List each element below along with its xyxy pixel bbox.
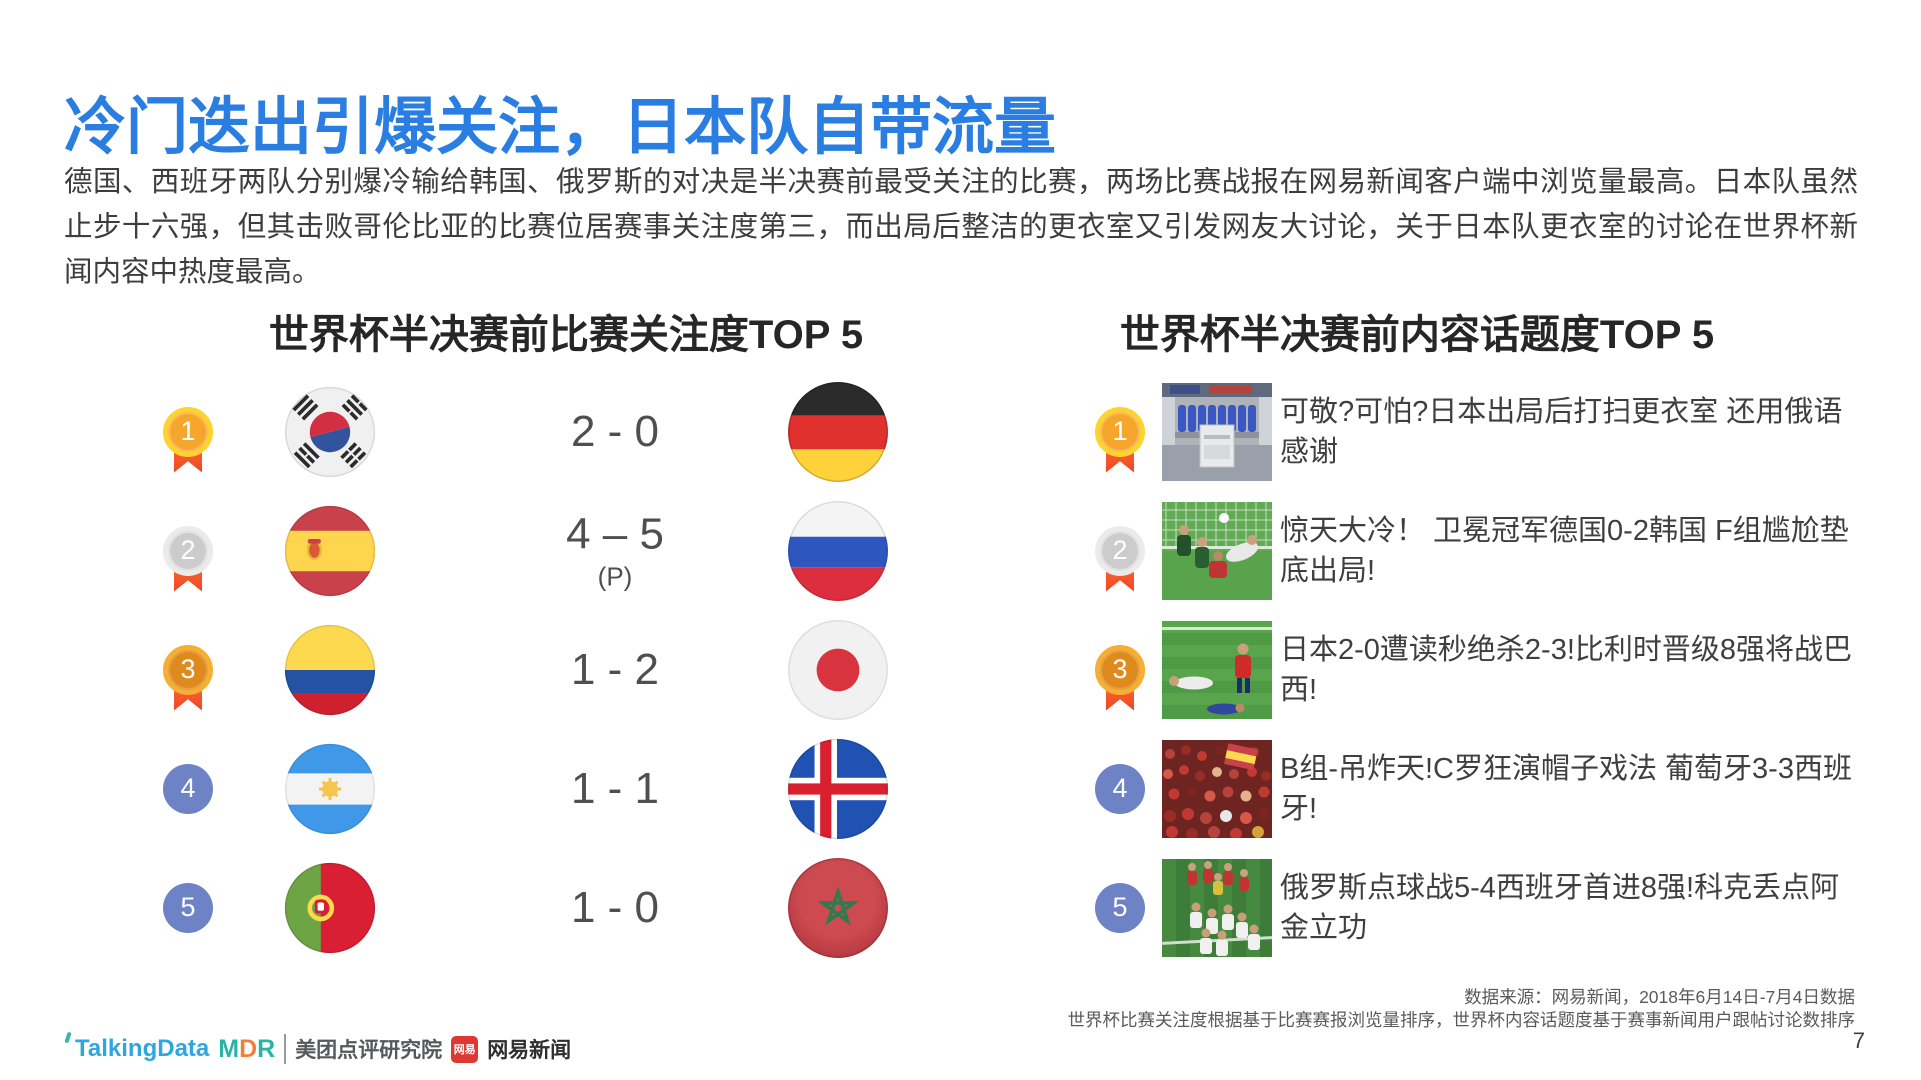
- match-row: 4: [130, 729, 960, 848]
- flag-iceland-icon: [788, 738, 888, 839]
- thumbnail-red-crowd: [1162, 739, 1272, 838]
- topic-row: 5: [1090, 848, 1870, 967]
- match-row: 3 1 - 2: [130, 610, 960, 729]
- topic-row: 3 日本2-0遭读秒绝杀2-3!比利时晋级8强将战: [1090, 610, 1870, 729]
- rank-number: 2: [163, 525, 213, 576]
- rank-number: 2: [1095, 525, 1145, 576]
- topic-row: 1: [1090, 372, 1870, 491]
- match-row: 5: [130, 848, 960, 967]
- match-score: 4 – 5: [566, 509, 664, 558]
- match-list: 1: [130, 372, 960, 967]
- rank-number: 4: [163, 763, 213, 814]
- news-headline: B组-吊炸天!C罗狂演帽子戏法 葡萄牙3-3西班牙!: [1280, 752, 1852, 825]
- match-row: 2: [130, 491, 960, 610]
- flag-colombia-icon: [284, 624, 376, 715]
- rank-number: 4: [1095, 763, 1145, 814]
- flag-russia-icon: [788, 500, 888, 601]
- data-source-note: 数据来源：网易新闻，2018年6月14日-7月4日数据 世界杯比赛关注度根据基于…: [1068, 986, 1856, 1032]
- match-panel-title: 世界杯半决赛前比赛关注度TOP 5: [268, 313, 864, 357]
- topic-list: 1: [1090, 372, 1870, 967]
- thumbnail-goalmouth-scramble: [1162, 501, 1272, 600]
- penalty-note: (P): [597, 561, 633, 591]
- rank-5-badge: 5: [163, 882, 213, 933]
- talkingdata-logo: TalkingData: [75, 1035, 210, 1062]
- rank-2-silver-medal-icon: 2: [163, 525, 213, 592]
- match-score: 1 - 0: [570, 882, 660, 932]
- flag-south-korea-icon: [284, 386, 376, 477]
- topic-panel-title: 世界杯半决赛前内容话题度TOP 5: [1119, 313, 1715, 357]
- flag-japan-icon: [788, 619, 888, 720]
- netease-news-logo: 网易新闻: [487, 1039, 572, 1062]
- data-source-line1: 数据来源：网易新闻，2018年6月14日-7月4日数据: [1464, 987, 1855, 1007]
- netease-app-icon: 网易: [451, 1035, 479, 1063]
- match-row: 1: [130, 372, 960, 491]
- intro-paragraph: 德国、西班牙两队分别爆冷输给韩国、俄罗斯的对决是半决赛前最受关注的比赛，两场比赛…: [64, 166, 1858, 288]
- news-headline: 日本2-0遭读秒绝杀2-3!比利时晋级8强将战巴西!: [1280, 633, 1853, 706]
- talkingdata-tick-icon: [64, 1031, 72, 1044]
- page-number: 7: [1852, 1028, 1865, 1053]
- footer-logos: TalkingData MDR 美团点评研究院 网易 网易新闻: [64, 1031, 572, 1064]
- thumbnail-players-on-pitch: [1162, 620, 1272, 719]
- thumbnail-penalty-celebration: [1162, 858, 1272, 957]
- rank-number: 5: [1095, 882, 1145, 933]
- topic-row: 4: [1090, 729, 1870, 848]
- flag-morocco-icon: [788, 857, 888, 958]
- flag-portugal-icon: [284, 862, 376, 953]
- data-source-line2: 世界杯比赛关注度根据基于比赛赛报浏览量排序，世界杯内容话题度基于赛事新闻用户跟帖…: [1067, 1010, 1856, 1030]
- flag-argentina-icon: [284, 743, 376, 834]
- rank-number: 1: [163, 406, 213, 457]
- match-score: 1 - 1: [570, 763, 660, 813]
- rank-5-badge: 5: [1095, 882, 1145, 933]
- rank-number: 1: [1095, 406, 1145, 457]
- rank-4-badge: 4: [1095, 763, 1145, 814]
- rank-2-silver-medal-icon: 2: [1095, 525, 1145, 592]
- rank-3-bronze-medal-icon: 3: [163, 644, 213, 711]
- match-score: 1 - 2: [570, 644, 660, 694]
- rank-1-gold-medal-icon: 1: [1095, 406, 1145, 473]
- news-headline: 惊天大冷！ 卫冕冠军德国0-2韩国 F组尴尬垫底出局!: [1280, 514, 1849, 587]
- rank-3-bronze-medal-icon: 3: [1095, 644, 1145, 711]
- topic-row: 2: [1090, 491, 1870, 610]
- rank-number: 5: [163, 882, 213, 933]
- mdr-logo: MDR: [218, 1034, 276, 1063]
- thumbnail-locker-room: [1162, 382, 1272, 481]
- rank-4-badge: 4: [163, 763, 213, 814]
- rank-number: 3: [1095, 644, 1145, 695]
- page-title: 冷门迭出引爆关注，日本队自带流量: [64, 93, 1057, 162]
- match-score: 2 - 0: [570, 406, 660, 456]
- flag-spain-icon: [284, 505, 376, 596]
- rank-1-gold-medal-icon: 1: [163, 406, 213, 473]
- meituan-dianping-institute-logo: 美团点评研究院: [284, 1034, 442, 1064]
- rank-number: 3: [163, 644, 213, 695]
- flag-germany-icon: [788, 381, 888, 482]
- news-headline: 可敬?可怕?日本出局后打扫更衣室 还用俄语感谢: [1280, 395, 1843, 468]
- news-headline: 俄罗斯点球战5-4西班牙首进8强!科克丢点阿金立功: [1280, 871, 1840, 944]
